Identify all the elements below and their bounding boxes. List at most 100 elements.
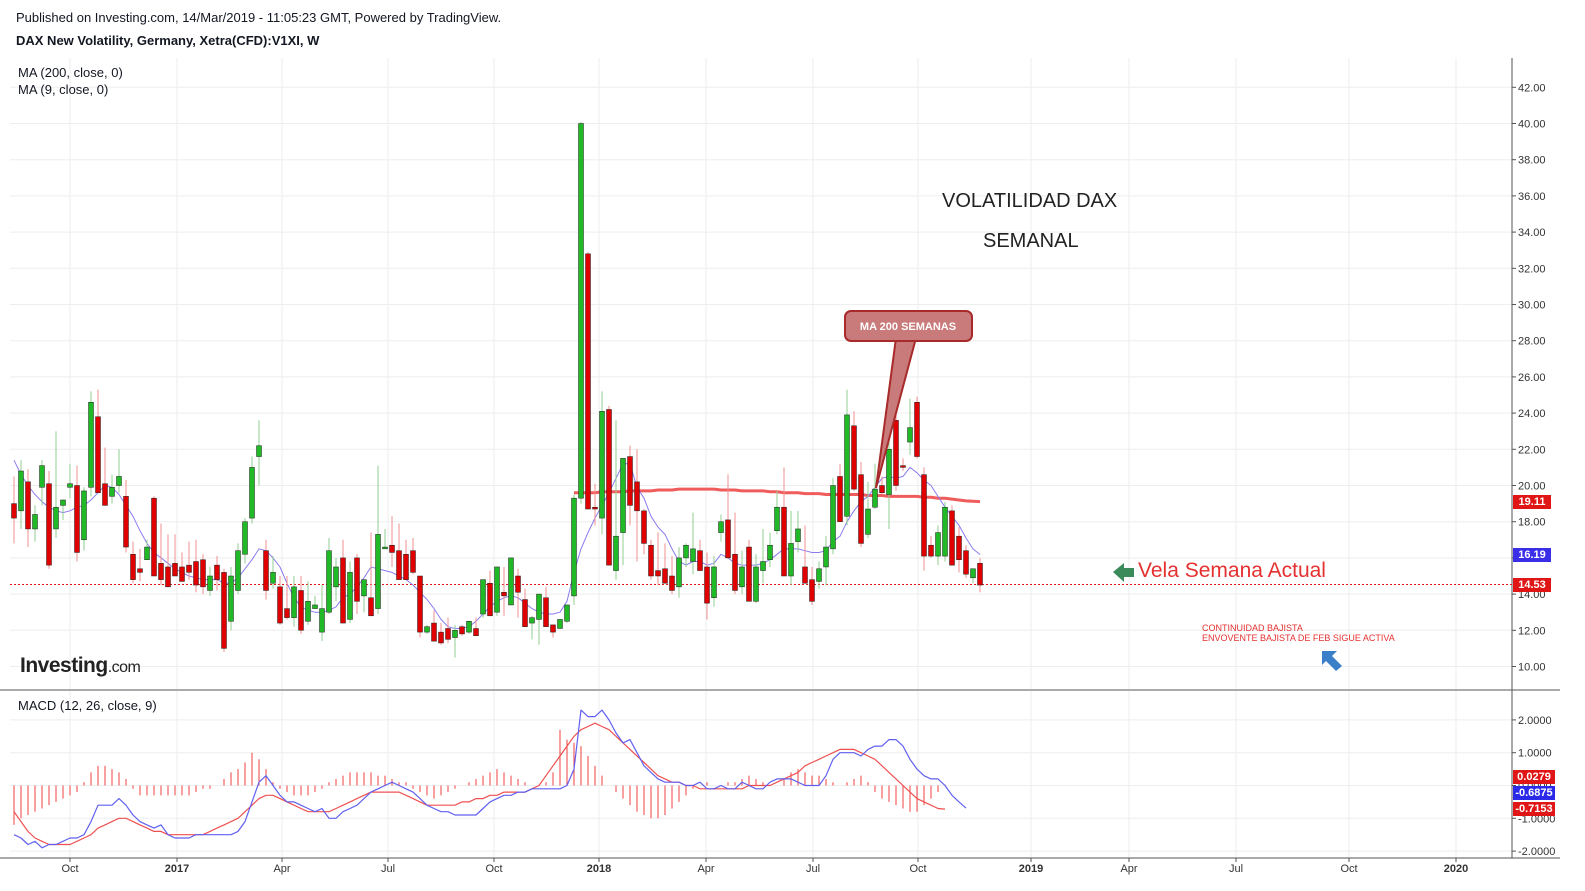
candle-body (907, 427, 913, 443)
candle-body (214, 564, 220, 580)
candle-body (473, 628, 479, 636)
candle-body (662, 568, 668, 584)
candle-body (172, 563, 178, 577)
candle-body (53, 506, 59, 530)
candle-body (921, 474, 927, 557)
time-tick-label: Jul (806, 863, 820, 875)
candle-body (354, 557, 360, 602)
candle-body (459, 626, 465, 635)
candle-body (417, 575, 423, 633)
annotation-note-line2: ENVOVENTE BAJISTA DE FEB SIGUE ACTIVA (1202, 633, 1395, 643)
candle-body (928, 544, 934, 557)
candle-body (207, 575, 213, 591)
candle-body (130, 554, 136, 580)
candle-body (298, 590, 304, 631)
candle-body (46, 483, 52, 566)
candle-body (627, 456, 633, 506)
candle-body (942, 506, 948, 557)
candle-body (102, 483, 108, 506)
candle-body (648, 544, 654, 577)
candle-body (438, 631, 444, 644)
candle-body (123, 496, 129, 548)
candle-body (865, 508, 871, 535)
macd-tick-label: -2.0000 (1518, 846, 1555, 858)
logo-suffix: .com (107, 659, 141, 676)
candle-body (291, 586, 297, 618)
macd-tick-label: 2.0000 (1518, 715, 1552, 727)
candle-body (571, 497, 577, 597)
time-tick-label: Oct (61, 863, 78, 875)
annotation-current-candle: Vela Semana Actual (1138, 559, 1326, 582)
price-tick-label: 36.00 (1518, 191, 1546, 203)
candle-body (480, 579, 486, 615)
price-tick-label: 10.00 (1518, 662, 1546, 674)
candles (11, 121, 983, 658)
price-tick-label: 40.00 (1518, 119, 1546, 131)
investing-logo: Investing.com (20, 654, 141, 678)
candle-body (963, 550, 969, 575)
candle-body (263, 550, 269, 591)
time-tick-label: Oct (909, 863, 926, 875)
candle-body (641, 510, 647, 544)
candle-body (501, 592, 507, 597)
candle-body (830, 485, 836, 550)
price-tick-label: 24.00 (1518, 408, 1546, 420)
candle-body (599, 411, 605, 519)
candle-body (753, 566, 759, 602)
price-tick-label: 42.00 (1518, 82, 1546, 94)
candle-body (592, 506, 598, 510)
candle-body (536, 593, 542, 620)
candle-body (634, 481, 640, 512)
candle-body (361, 579, 367, 597)
annotations: MA 200 SEMANAS (844, 310, 1342, 671)
candle-body (837, 476, 843, 522)
candle-body (529, 617, 535, 624)
annotation-note-line1: CONTINUIDAD BAJISTA (1202, 623, 1303, 633)
candle-body (410, 550, 416, 573)
candle-body (151, 497, 157, 577)
time-tick-label: Jul (381, 863, 395, 875)
candle-body (718, 521, 724, 533)
legend-ma200: MA (200, close, 0) (18, 65, 123, 80)
candle-body (326, 550, 332, 613)
time-tick-label: Apr (697, 863, 714, 875)
candle-body (39, 465, 45, 488)
candle-body (25, 481, 31, 530)
logo-brand: Investing (20, 654, 108, 677)
candle-body (256, 445, 262, 457)
candle-body (95, 416, 101, 493)
macd-tick-label: -1.0000 (1518, 813, 1555, 825)
candle-body (228, 575, 234, 622)
candle-body (221, 572, 227, 649)
time-tick-label: Apr (273, 863, 290, 875)
callout-text: MA 200 SEMANAS (860, 321, 956, 333)
candle-body (382, 546, 388, 550)
time-tick-label: Oct (1340, 863, 1357, 875)
candle-body (81, 490, 87, 541)
annotation-title-line2: SEMANAL (983, 230, 1079, 252)
time-tick-label: 2020 (1444, 863, 1468, 875)
candle-body (403, 554, 409, 580)
price-tick-label: 38.00 (1518, 155, 1546, 167)
candle-body (508, 557, 514, 606)
candle-body (704, 566, 710, 604)
candle-body (312, 604, 318, 609)
candle-body (165, 566, 171, 588)
candle-body (18, 470, 24, 512)
candle-body (956, 535, 962, 560)
time-tick-label: Oct (485, 863, 502, 875)
candle-body (200, 559, 206, 588)
candle-body (67, 483, 73, 488)
price-tick-label: 30.00 (1518, 300, 1546, 312)
candle-body (732, 554, 738, 591)
time-tick-label: Apr (1120, 863, 1137, 875)
legend-macd: MACD (12, 26, close, 9) (18, 698, 157, 713)
callout-box (844, 310, 973, 342)
candle-body (879, 485, 885, 493)
candle-body (900, 465, 906, 468)
candle-body (802, 566, 808, 584)
candle-body (452, 630, 458, 638)
candle-body (606, 409, 612, 566)
candle-body (683, 544, 689, 559)
